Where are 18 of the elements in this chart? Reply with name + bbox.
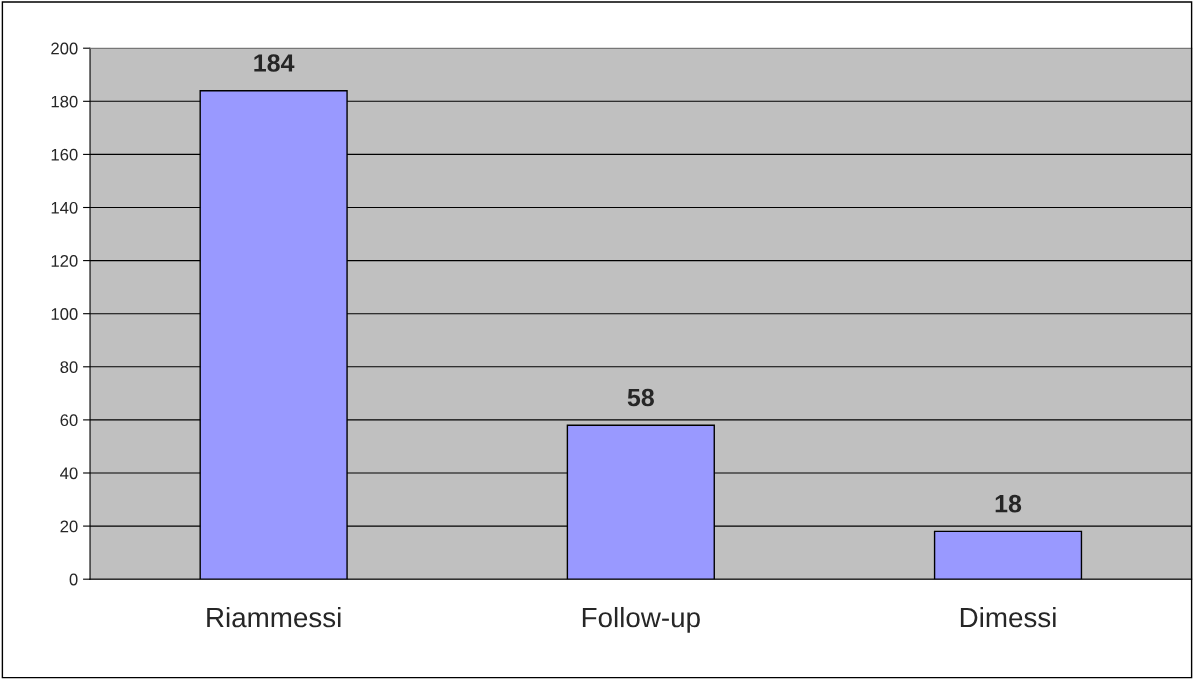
y-tick-label: 180 xyxy=(51,95,78,108)
data-label: 184 xyxy=(254,54,295,72)
data-label: 18 xyxy=(995,494,1022,513)
y-tick-label: 100 xyxy=(51,308,78,320)
y-tick-label: 80 xyxy=(60,361,78,373)
y-tick-label: 40 xyxy=(60,467,78,480)
y-tick-label: 0 xyxy=(69,573,78,586)
bar xyxy=(933,530,1083,580)
y-tick-label: 200 xyxy=(51,42,78,55)
data-label: 58 xyxy=(627,388,654,407)
x-tick-label: Follow-up xyxy=(582,606,700,633)
y-tick-label: 120 xyxy=(51,255,78,267)
x-tick-label: Riammessi xyxy=(207,606,341,628)
y-tick-label: 20 xyxy=(60,520,78,533)
y-tick-label: 140 xyxy=(51,201,78,214)
x-tick-label: Dimessi xyxy=(960,606,1056,628)
y-tick-label: 160 xyxy=(51,148,78,161)
y-tick-label: 60 xyxy=(60,414,78,427)
